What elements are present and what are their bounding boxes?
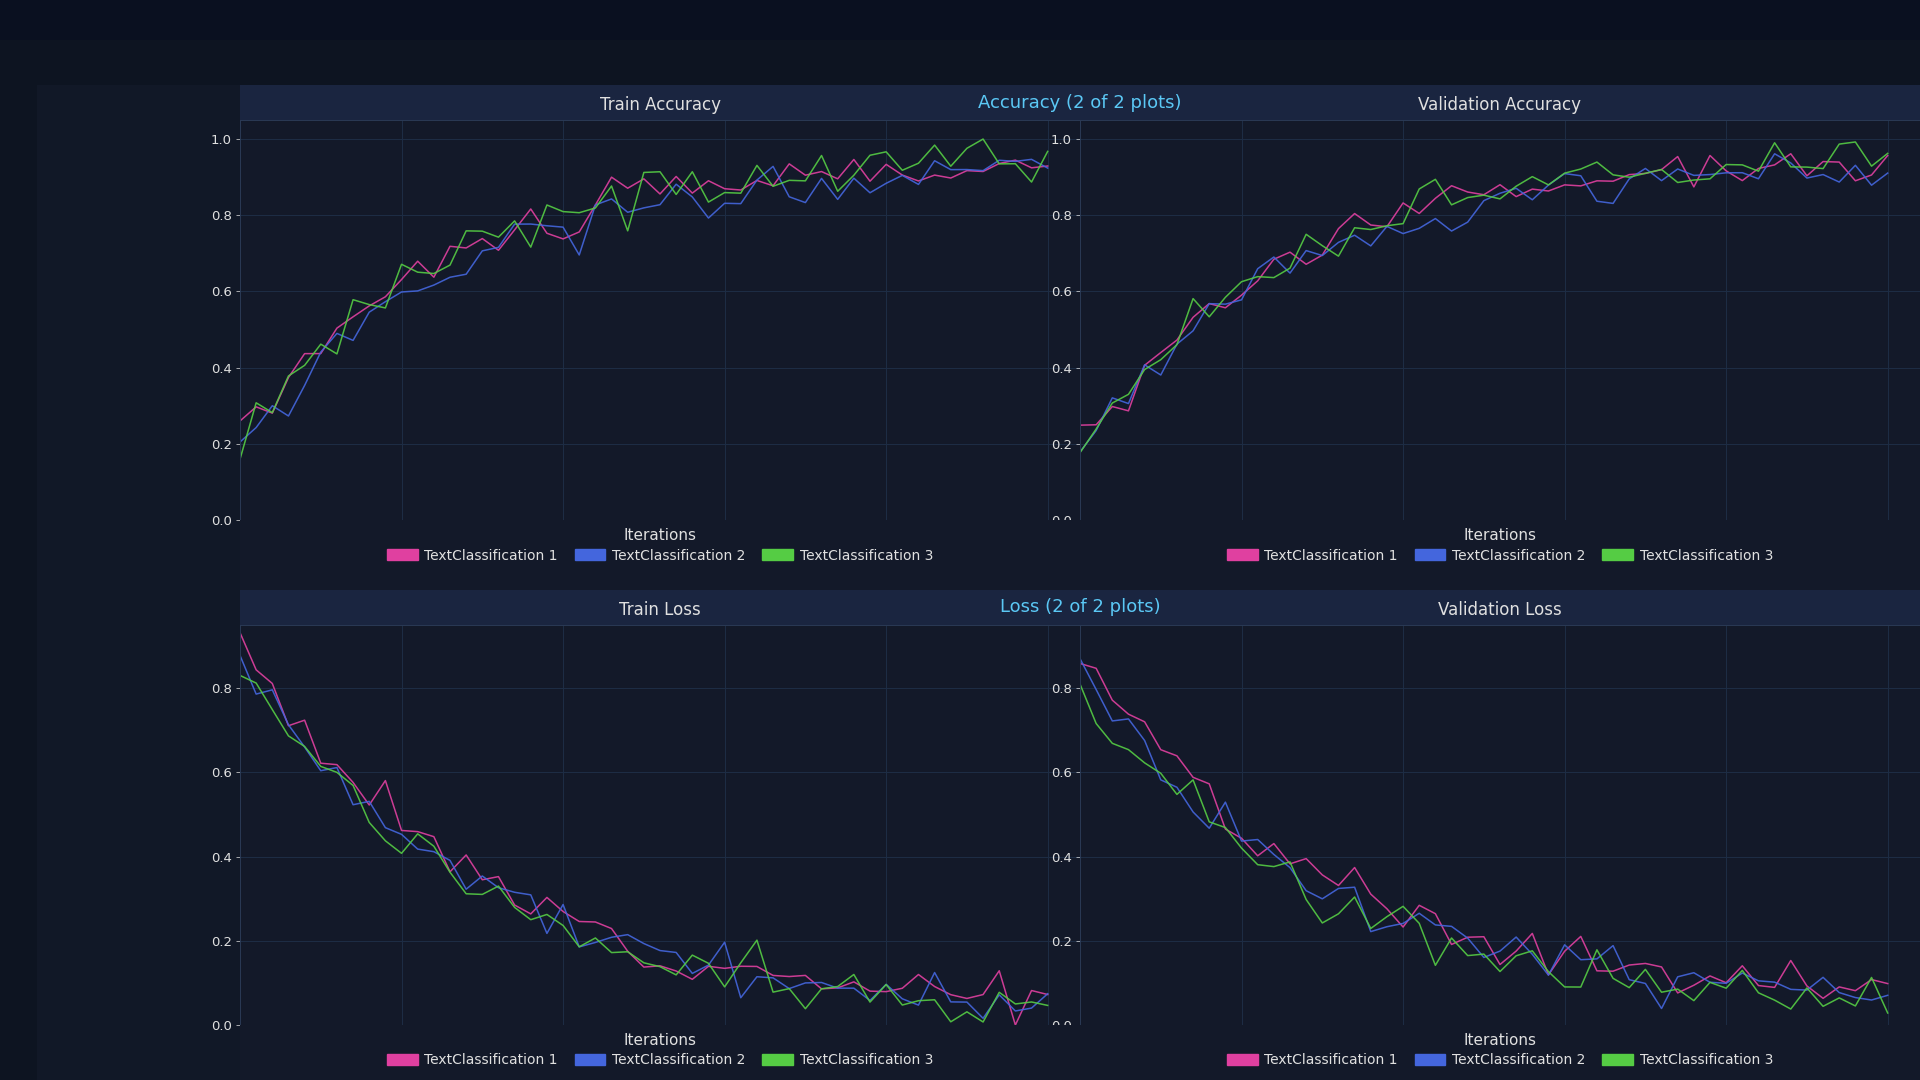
Title: Train Accuracy: Train Accuracy xyxy=(599,96,720,114)
Legend: TextClassification 1, TextClassification 2, TextClassification 3: TextClassification 1, TextClassification… xyxy=(382,543,939,568)
Text: Iterations: Iterations xyxy=(624,1032,697,1048)
Legend: TextClassification 1, TextClassification 2, TextClassification 3: TextClassification 1, TextClassification… xyxy=(1221,1048,1778,1074)
Text: Iterations: Iterations xyxy=(624,528,697,543)
Text: Loss (2 of 2 plots): Loss (2 of 2 plots) xyxy=(1000,598,1160,617)
Text: Iterations: Iterations xyxy=(1463,528,1536,543)
Legend: TextClassification 1, TextClassification 2, TextClassification 3: TextClassification 1, TextClassification… xyxy=(1221,543,1778,568)
Text: Iterations: Iterations xyxy=(1463,1032,1536,1048)
Title: Validation Loss: Validation Loss xyxy=(1438,602,1561,619)
Text: Accuracy (2 of 2 plots): Accuracy (2 of 2 plots) xyxy=(979,94,1181,111)
Legend: TextClassification 1, TextClassification 2, TextClassification 3: TextClassification 1, TextClassification… xyxy=(382,1048,939,1074)
Title: Validation Accuracy: Validation Accuracy xyxy=(1419,96,1582,114)
Title: Train Loss: Train Loss xyxy=(618,602,701,619)
